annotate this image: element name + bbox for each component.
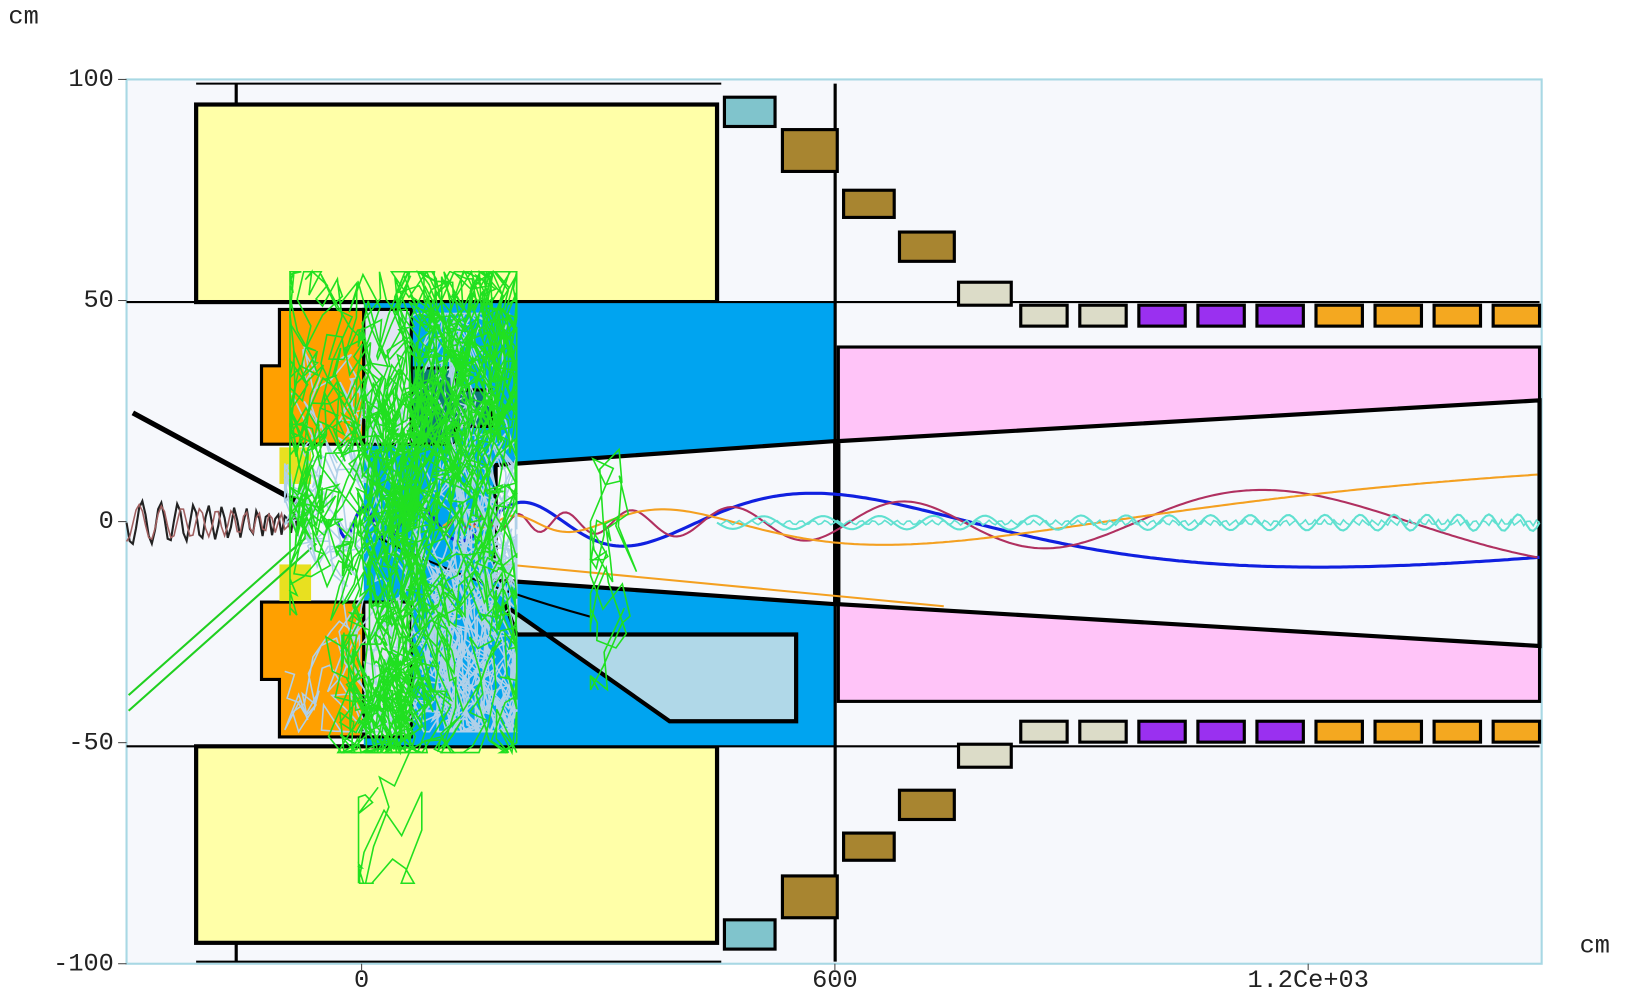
- module: [1021, 721, 1067, 742]
- module: [1316, 305, 1362, 326]
- module: [1375, 721, 1421, 742]
- module: [1257, 721, 1303, 742]
- module: [1257, 305, 1303, 326]
- module: [1493, 721, 1539, 742]
- module: [1021, 305, 1067, 326]
- module: [1198, 721, 1244, 742]
- y-tick-label: 0: [99, 507, 114, 536]
- module: [1198, 305, 1244, 326]
- module: [1080, 721, 1126, 742]
- module: [1375, 305, 1421, 326]
- module: [1493, 305, 1539, 326]
- x-axis-label: cm: [1580, 932, 1610, 961]
- module: [1139, 721, 1185, 742]
- y-tick-label: 50: [84, 286, 114, 315]
- module: [1080, 305, 1126, 326]
- page: cm cm 100500-50-10006001.2Ce+03 (() => {…: [0, 0, 1645, 993]
- chart: cm cm 100 50 0 -50 -100 0 600 1.2Ce+03: [0, 0, 1645, 993]
- module: [1434, 721, 1480, 742]
- x-tick-label: 600: [812, 966, 858, 993]
- y-tick-label: -50: [68, 728, 114, 757]
- x-tick-label: 1.2Ce+03: [1247, 966, 1368, 993]
- module: [1316, 721, 1362, 742]
- module: [1434, 305, 1480, 326]
- y-tick-label: 100: [68, 65, 114, 94]
- module: [1139, 305, 1185, 326]
- y-tick-label: -100: [53, 949, 114, 978]
- x-tick-label: 0: [354, 966, 369, 993]
- y-axis-label: cm: [8, 2, 38, 31]
